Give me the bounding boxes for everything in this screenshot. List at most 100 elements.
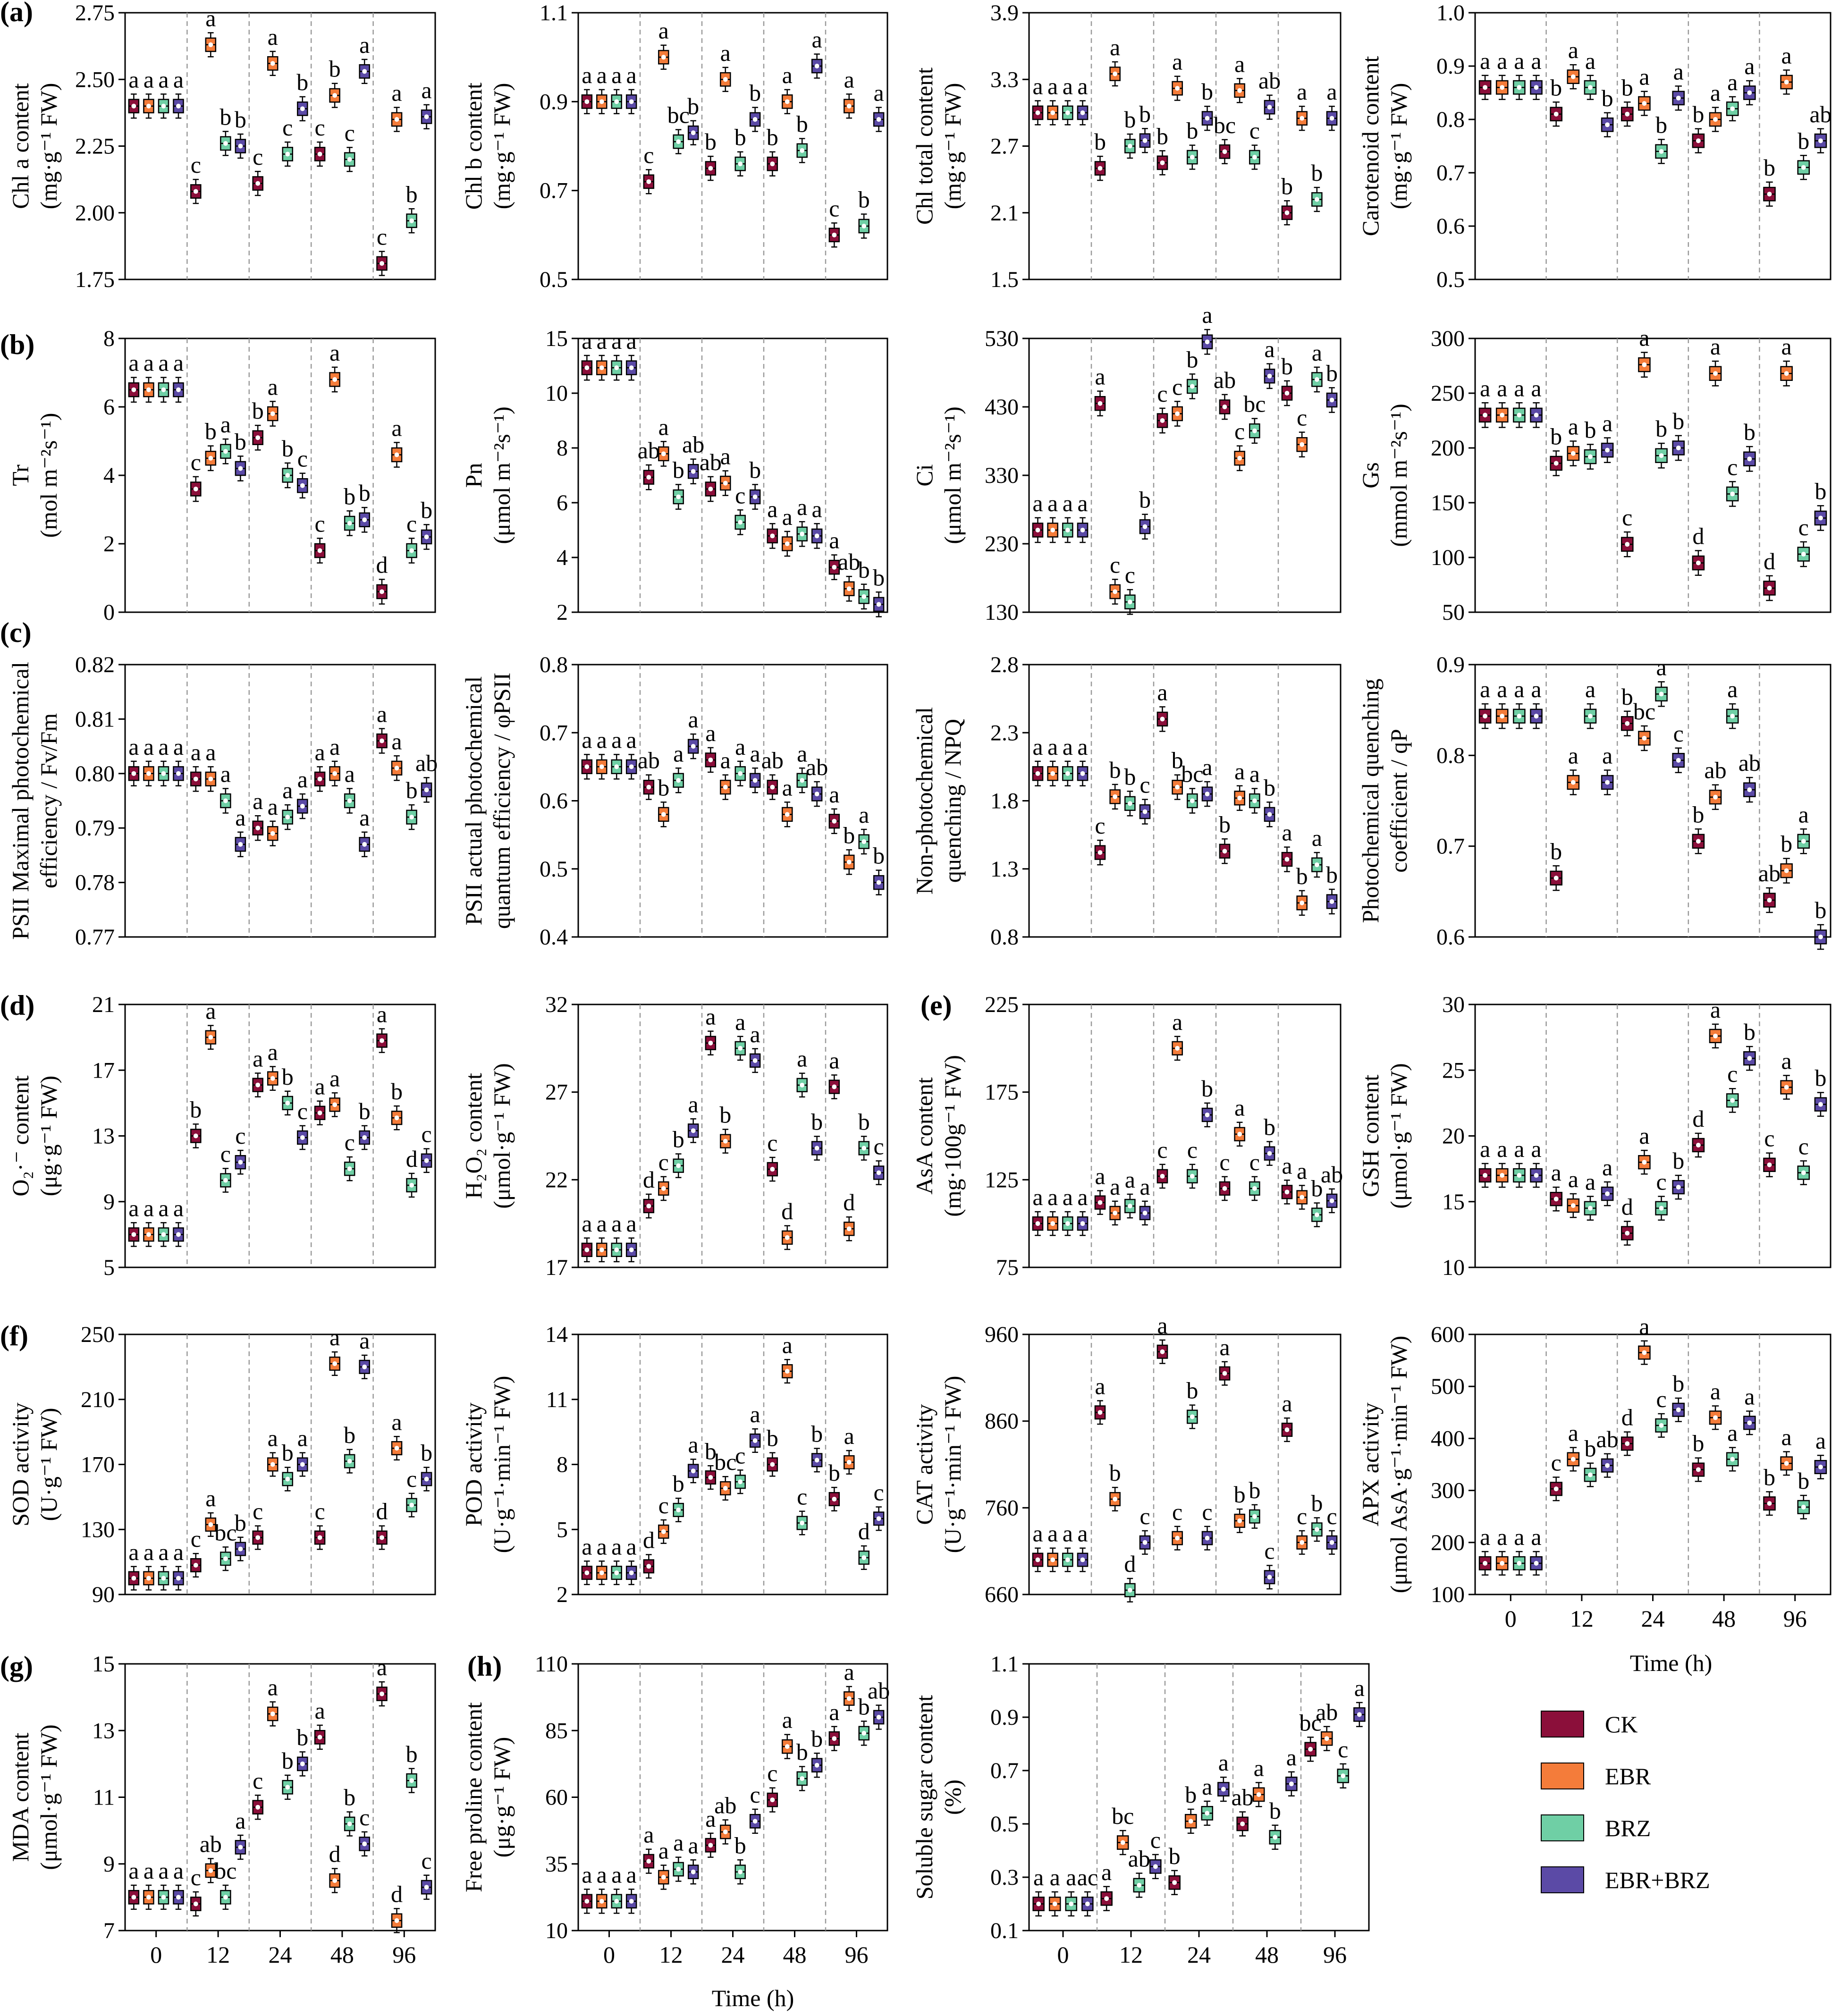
mean-dot (131, 771, 136, 776)
mean-dot (846, 1226, 852, 1232)
box-sod-4-2: c (406, 1466, 417, 1518)
box-o2-2-3: c (297, 1098, 308, 1150)
significance-letter: a (128, 350, 139, 376)
significance-letter: b (687, 93, 699, 119)
significance-letter: ab (838, 548, 860, 575)
significance-letter: c (1157, 1137, 1167, 1163)
significance-letter: a (1063, 73, 1073, 99)
mean-dot (332, 93, 338, 98)
box-gsh-0-3: a (1530, 1136, 1543, 1188)
significance-letter: ac (1077, 1864, 1098, 1890)
significance-letter: a (782, 1332, 793, 1358)
box-qp-3-2: a (1726, 676, 1739, 729)
significance-letter: a (688, 1832, 699, 1858)
significance-letter: b (858, 557, 870, 583)
y-tick-label-sod: 170 (81, 1452, 115, 1477)
significance-letter: a (143, 350, 154, 376)
significance-letter: a (782, 62, 793, 88)
box-apx-4-1: a (1780, 1424, 1793, 1476)
mean-dot (646, 1564, 651, 1569)
y-tick-label-sod: 250 (81, 1322, 115, 1347)
mean-dot (1175, 86, 1180, 91)
significance-letter: c (422, 1847, 432, 1874)
mean-dot (800, 1082, 805, 1088)
box-mda-2-3: b (296, 1724, 308, 1777)
mean-dot (1553, 876, 1559, 881)
mean-dot (832, 818, 837, 824)
box-sugar-2-2: a (1201, 1773, 1214, 1826)
mean-dot (1747, 1056, 1752, 1061)
significance-letter: b (1139, 487, 1151, 513)
box-ci-0-2: a (1062, 490, 1073, 543)
mean-dot (1137, 1882, 1142, 1888)
significance-letter: c (1150, 1827, 1161, 1853)
y-tick-label-mda: 7 (103, 1918, 115, 1943)
significance-letter: c (643, 142, 654, 168)
mean-dot (723, 77, 728, 82)
significance-letter: a (1497, 375, 1507, 401)
mean-dot (362, 842, 367, 847)
significance-letter: a (329, 734, 340, 760)
significance-letter: a (611, 1210, 622, 1237)
mean-dot (584, 1898, 590, 1904)
box-chlb-3-1: a (782, 62, 793, 115)
box-carot-4-1: a (1780, 42, 1793, 95)
y-tick-label-pn: 4 (557, 545, 568, 570)
significance-letter: b (796, 1739, 808, 1765)
significance-letter: a (128, 1195, 139, 1221)
mean-dot (814, 1458, 819, 1463)
significance-letter: a (143, 66, 154, 93)
y-tick-label-h2o2: 32 (545, 992, 568, 1017)
y-tick-label-proline: 110 (535, 1652, 568, 1677)
y-tick-label-chla: 2.00 (75, 201, 115, 226)
mean-dot (1190, 384, 1195, 389)
mean-dot (146, 103, 151, 109)
significance-letter: a (268, 373, 278, 400)
mean-dot (1036, 1901, 1041, 1906)
mean-dot (1625, 111, 1630, 117)
significance-letter: a (1531, 1524, 1541, 1550)
box-chlb-2-1: a (720, 40, 731, 92)
mean-dot (785, 1369, 790, 1374)
mean-dot (876, 1715, 881, 1720)
y-tick-label-fvfm: 0.78 (75, 870, 115, 895)
significance-letter: a (158, 1857, 169, 1884)
mean-dot (1713, 1415, 1718, 1420)
box-carot-1-0: b (1550, 74, 1562, 127)
box-pod-1-3: a (687, 1431, 699, 1484)
significance-letter: a (314, 739, 325, 765)
x-axis-title-row5: Time (h) (1630, 1650, 1713, 1676)
mean-dot (424, 1476, 429, 1482)
box-o2-4-3: c (421, 1121, 432, 1173)
significance-letter: a (1568, 413, 1578, 440)
legend-swatch-ck (1541, 1711, 1584, 1738)
box-chla-4-3: a (421, 77, 432, 130)
box-chlb-4-1: a (844, 66, 855, 119)
box-qp-2-2: a (1655, 654, 1668, 707)
significance-letter: a (268, 24, 278, 50)
mean-dot (1267, 1151, 1272, 1156)
significance-letter: b (1621, 683, 1633, 710)
significance-letter: c (406, 510, 417, 537)
significance-letter: a (1585, 676, 1595, 702)
significance-letter: ab (1321, 1161, 1343, 1188)
box-o2-3-2: c (344, 1129, 355, 1181)
significance-letter: b (344, 1422, 355, 1448)
box-cat-1-3: c (1139, 1503, 1151, 1555)
box-qp-1-2: a (1584, 676, 1597, 729)
significance-letter: ab (682, 431, 704, 458)
box-phipsii-2-2: a (734, 734, 746, 787)
box-carot-2-0: b (1621, 74, 1634, 127)
mean-dot (846, 103, 852, 109)
mean-dot (832, 1736, 837, 1741)
significance-letter: a (1050, 1864, 1060, 1890)
x-tick-label-apx: 48 (1712, 1605, 1736, 1632)
significance-letter: a (391, 1409, 402, 1435)
significance-letter: a (1095, 1163, 1105, 1189)
box-cat-0-3: a (1077, 1520, 1089, 1572)
significance-letter: ab (1739, 750, 1761, 776)
box-apx-1-0: c (1550, 1449, 1562, 1501)
mean-dot (584, 1570, 590, 1576)
box-proline-4-1: a (844, 1659, 855, 1712)
